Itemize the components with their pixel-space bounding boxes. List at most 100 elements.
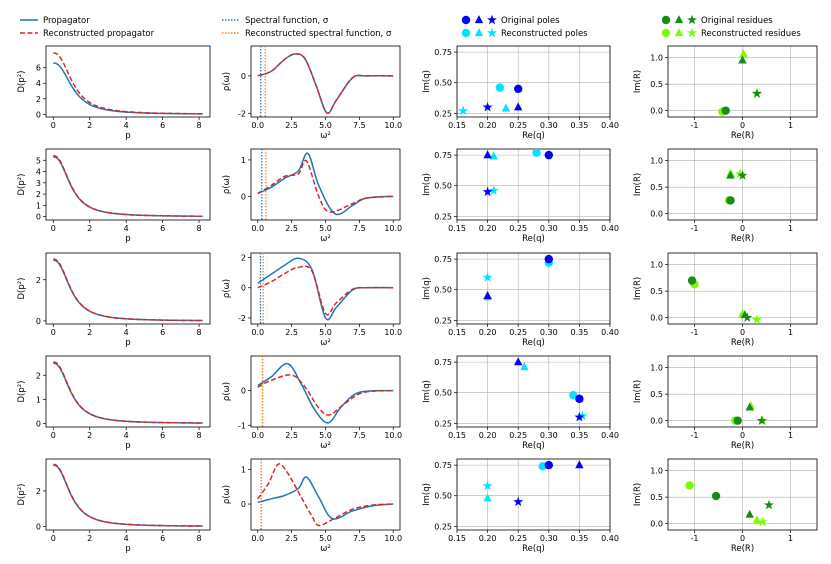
y-tick-label: 1.0	[650, 467, 663, 476]
x-tick-label: 2	[87, 534, 92, 543]
plot-area	[53, 155, 203, 217]
x-axis-label: Re(q)	[522, 441, 545, 451]
x-tick-label: 0.25	[509, 121, 527, 130]
y-tick-label: 0.0	[650, 107, 663, 116]
y-tick-label: 0	[241, 72, 246, 81]
poles-panel-1: 0.15 0.20 0.25 0.30 0.35 0.40 0.25 0.50 0.75 Re(q…	[422, 45, 619, 141]
x-tick-label: 7.5	[353, 431, 366, 440]
x-tick-label: 8	[197, 121, 202, 130]
x-tick-label: -1	[690, 431, 698, 440]
x-tick-label: 4	[124, 121, 129, 130]
x-tick-label: 10.0	[384, 224, 402, 233]
x-tick-label: 8	[197, 431, 202, 440]
original-residue-triangle	[745, 509, 754, 518]
legend-reconstructed-propagator-label: Reconstructed propagator	[43, 29, 155, 39]
x-axis-label: p	[125, 441, 130, 451]
y-tick-label: 0.50	[434, 182, 452, 191]
legend-original-residues-swatch-triangle	[674, 15, 684, 24]
axes-frame	[45, 252, 211, 325]
x-tick-label: 4	[124, 328, 129, 337]
plot-area	[257, 459, 394, 530]
spectral-panel-5: 0.0 2.5 5.0 7.5 10.0 0 1 ω² ρ(ω)	[222, 458, 402, 554]
x-tick-label: 8	[197, 534, 202, 543]
x-axis-label: Re(R)	[731, 544, 754, 554]
y-tick-label: 0.0	[650, 520, 663, 529]
y-tick-label: 0.75	[434, 255, 452, 264]
residues-panel-3: -1 0 1 0.0 0.5 1.0 Re(R) Im(R)	[633, 252, 818, 348]
legend-reconstructed-sigma-label: Reconstructed spectral function, σ	[245, 29, 392, 39]
legend-reconstructed-residues-label: Reconstructed residues	[701, 29, 801, 39]
original-pole-star	[574, 411, 585, 422]
x-axis-label: p	[125, 544, 130, 554]
reconstructed-pole-star	[488, 185, 499, 195]
x-tick-label: 6	[160, 328, 165, 337]
original-residue-star	[751, 88, 762, 98]
y-tick-label: 1.0	[650, 364, 663, 373]
legend-original-poles-swatch-circle	[461, 15, 471, 25]
x-axis-label: Re(R)	[731, 234, 754, 244]
reconstructed-pole-triangle	[501, 103, 511, 112]
y-tick-label: 1	[36, 201, 41, 210]
plot-area	[685, 481, 774, 527]
spectral-function-line	[257, 53, 394, 115]
original-residue-circle	[721, 106, 730, 115]
x-tick-label: 0.40	[601, 534, 619, 543]
x-tick-label: 0	[740, 328, 745, 337]
reconstructed-pole-star	[482, 480, 493, 491]
x-tick-label: 6	[160, 431, 165, 440]
y-tick-label: 0.75	[434, 48, 452, 57]
y-axis-label: ρ(ω)	[222, 485, 232, 504]
propagator-line	[53, 156, 203, 217]
legend-spectral-sigma: Spectral function, σ	[222, 16, 329, 26]
x-tick-label: 0	[51, 328, 56, 337]
legend-original-residues-swatch-star	[687, 14, 697, 25]
original-pole-triangle	[483, 150, 492, 159]
plot-area	[718, 49, 762, 116]
x-tick-label: 4	[124, 431, 129, 440]
x-tick-label: 5.0	[319, 121, 332, 130]
x-tick-label: -1	[690, 534, 698, 543]
x-tick-label: 0.0	[251, 224, 264, 233]
x-tick-label: 0.30	[540, 121, 558, 130]
x-tick-label: 7.5	[353, 224, 366, 233]
spectral-function-line	[257, 362, 394, 424]
y-tick-label: 0	[36, 419, 41, 428]
x-tick-label: 0.15	[448, 224, 466, 233]
x-tick-label: 10.0	[384, 328, 402, 337]
propagator-line	[53, 362, 203, 424]
x-tick-label: 0.35	[570, 328, 588, 337]
x-tick-label: 0.0	[251, 431, 264, 440]
x-tick-label: 2	[87, 328, 92, 337]
reconstructed-spectral-line	[257, 159, 394, 213]
reconstructed-residue-star	[751, 314, 762, 324]
y-tick-label: 1	[36, 395, 41, 404]
y-axis-label: Im(R)	[633, 380, 643, 403]
y-tick-label: 0.0	[650, 210, 663, 219]
reconstructed-pole-triangle	[483, 493, 492, 502]
original-pole-circle	[514, 84, 523, 94]
x-tick-label: 2	[87, 224, 92, 233]
y-tick-label: 1	[241, 156, 246, 165]
reconstructed-residue-triangle	[739, 49, 748, 58]
x-axis-label: p	[125, 131, 130, 141]
legend-reconstructed-poles-label: Reconstructed poles	[501, 29, 588, 39]
plot-area	[458, 83, 523, 116]
y-tick-label: 2	[36, 276, 41, 285]
y-tick-label: 1.0	[650, 157, 663, 166]
residues-panel-2: -1 0 1 0.0 0.5 1.0 Re(R) Im(R)	[633, 148, 818, 244]
original-pole-triangle	[514, 102, 523, 111]
original-pole-star	[513, 496, 524, 507]
x-tick-label: 0.25	[509, 328, 527, 337]
x-tick-label: 2.5	[285, 328, 298, 337]
original-residue-star	[737, 170, 748, 180]
x-tick-label: 0.30	[540, 328, 558, 337]
axes-frame	[456, 252, 611, 325]
y-tick-label: 0.50	[434, 492, 452, 501]
axes-frame	[45, 45, 211, 118]
y-tick-label: 0.50	[434, 286, 452, 295]
axes-frame	[667, 252, 818, 325]
axes-frame	[667, 148, 818, 221]
original-residue-circle	[726, 196, 735, 205]
x-tick-label: 0.15	[448, 328, 466, 337]
